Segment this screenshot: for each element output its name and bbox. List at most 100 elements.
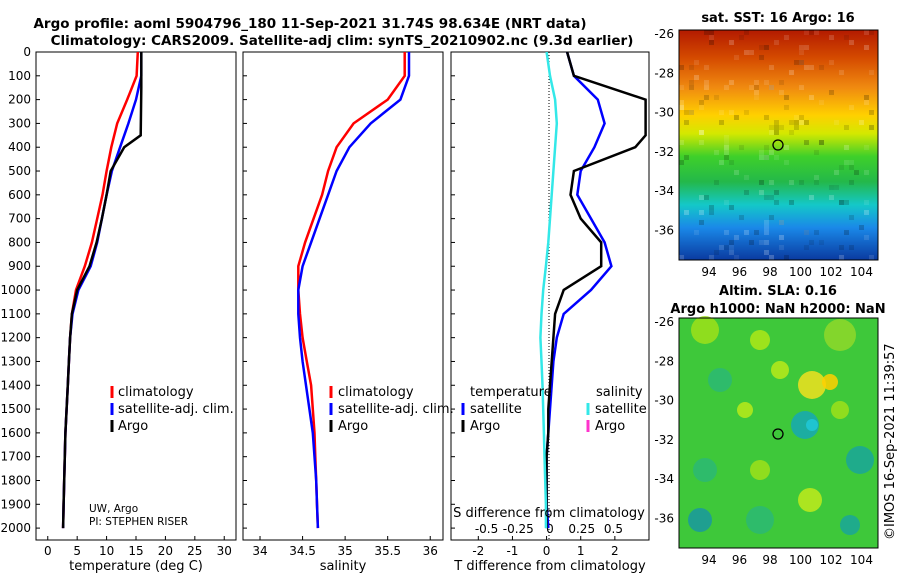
sst-pixel <box>864 100 869 105</box>
sst-pixel <box>729 250 734 255</box>
x-tick-label: 0 <box>44 544 52 558</box>
sst-pixel <box>794 115 799 120</box>
map-y-tick-label: -30 <box>654 106 674 120</box>
sst-frame <box>678 29 879 261</box>
sst-pixel <box>864 145 869 150</box>
sst-pixel <box>689 85 694 90</box>
series-line <box>545 52 647 529</box>
sst-pixel <box>684 155 689 160</box>
sst-pixel <box>764 240 769 245</box>
sst-pixel <box>769 125 774 130</box>
map-x-tick-label: 104 <box>850 265 873 279</box>
sst-pixel <box>714 180 719 185</box>
sst-pixel <box>769 180 774 185</box>
sst-pixel <box>744 30 749 35</box>
sst-pixel <box>849 105 854 110</box>
sla-anomaly <box>798 488 822 512</box>
sst-pixel <box>724 145 729 150</box>
sst-pixel <box>849 245 854 250</box>
s-tick-label: -0.5 <box>475 522 498 536</box>
sst-pixel <box>759 150 764 155</box>
sst-pixel <box>759 240 764 245</box>
sst-pixel <box>869 125 874 130</box>
sst-field <box>679 30 878 260</box>
x-tick-label: 2 <box>611 544 619 558</box>
legend-label: satellite-adj. clim. <box>338 402 454 417</box>
sst-pixel <box>779 235 784 240</box>
sst-map <box>678 29 879 261</box>
sst-pixel <box>694 230 699 235</box>
sst-pixel <box>804 140 809 145</box>
sst-pixel <box>734 55 739 60</box>
x-tick-label: 35.5 <box>374 544 401 558</box>
sst-pixel <box>764 45 769 50</box>
x-tick-label: 36 <box>423 544 438 558</box>
map-x-tick-label: 100 <box>789 553 812 567</box>
map-y-tick-label: -28 <box>654 354 674 368</box>
sst-pixel <box>769 85 774 90</box>
depth-tick-label: 2000 <box>0 521 31 535</box>
series-layer <box>61 52 647 529</box>
sla-anomaly <box>840 515 860 535</box>
sla-frame <box>678 317 879 549</box>
sst-pixel <box>749 85 754 90</box>
map-x-tick-label: 96 <box>732 265 747 279</box>
sst-pixel <box>869 255 874 260</box>
sst-pixel <box>864 235 869 240</box>
sst-pixel <box>724 150 729 155</box>
sst-pixel <box>754 90 759 95</box>
sst-pixel <box>729 80 734 85</box>
x-tick-label: 34 <box>252 544 267 558</box>
sla-anomaly <box>693 458 717 482</box>
sst-pixel <box>804 245 809 250</box>
depth-tick-label: 1300 <box>0 354 31 368</box>
map-y-tick-label: -34 <box>654 184 674 198</box>
depth-tick-label: 0 <box>23 45 31 59</box>
sst-pixel <box>819 65 824 70</box>
sst-pixel <box>779 245 784 250</box>
difference-legend: temperature salinity satellite Argo sate… <box>461 385 647 434</box>
sst-pixel <box>859 120 864 125</box>
sst-pixel <box>734 255 739 260</box>
sst-pixel <box>799 85 804 90</box>
note-pi: PI: STEPHEN RISER <box>89 516 188 528</box>
legend-label: climatology <box>338 385 414 400</box>
depth-tick-label: 1900 <box>0 497 31 511</box>
sst-pixel <box>709 35 714 40</box>
sst-pixel <box>714 250 719 255</box>
sst-pixel <box>734 170 739 175</box>
sla-anomaly <box>750 460 770 480</box>
sst-pixel <box>774 155 779 160</box>
map-x-tick-label: 94 <box>701 265 716 279</box>
sst-pixel <box>769 195 774 200</box>
sla-map-title2: Argo h1000: NaN h2000: NaN <box>670 302 885 317</box>
sla-anomaly <box>691 316 719 344</box>
sst-pixel <box>729 160 734 165</box>
sst-pixel <box>729 110 734 115</box>
map-x-tick-label: 100 <box>789 265 812 279</box>
sst-pixel <box>774 40 779 45</box>
sst-pixel <box>799 45 804 50</box>
sst-pixel <box>724 155 729 160</box>
map-x-tick-label: 98 <box>762 265 777 279</box>
depth-tick-label: 700 <box>8 212 31 226</box>
sst-pixel <box>779 80 784 85</box>
x-tick-label: 34.5 <box>289 544 316 558</box>
sst-pixel <box>799 180 804 185</box>
map-x-tick-label: 102 <box>820 553 843 567</box>
depth-tick-label: 500 <box>8 164 31 178</box>
sst-pixel <box>744 190 749 195</box>
sst-pixel <box>754 80 759 85</box>
s-tick-label: 0.25 <box>568 522 595 536</box>
sst-pixel <box>779 125 784 130</box>
map-x-tick-label: 104 <box>850 553 873 567</box>
sst-pixel <box>709 40 714 45</box>
sst-pixel <box>679 160 684 165</box>
series-line <box>539 52 559 529</box>
sst-pixel <box>834 120 839 125</box>
sst-pixel <box>764 145 769 150</box>
legend-label: Argo <box>118 419 148 434</box>
sst-pixel <box>799 50 804 55</box>
sla-anomaly <box>822 374 838 390</box>
sst-pixel <box>779 90 784 95</box>
